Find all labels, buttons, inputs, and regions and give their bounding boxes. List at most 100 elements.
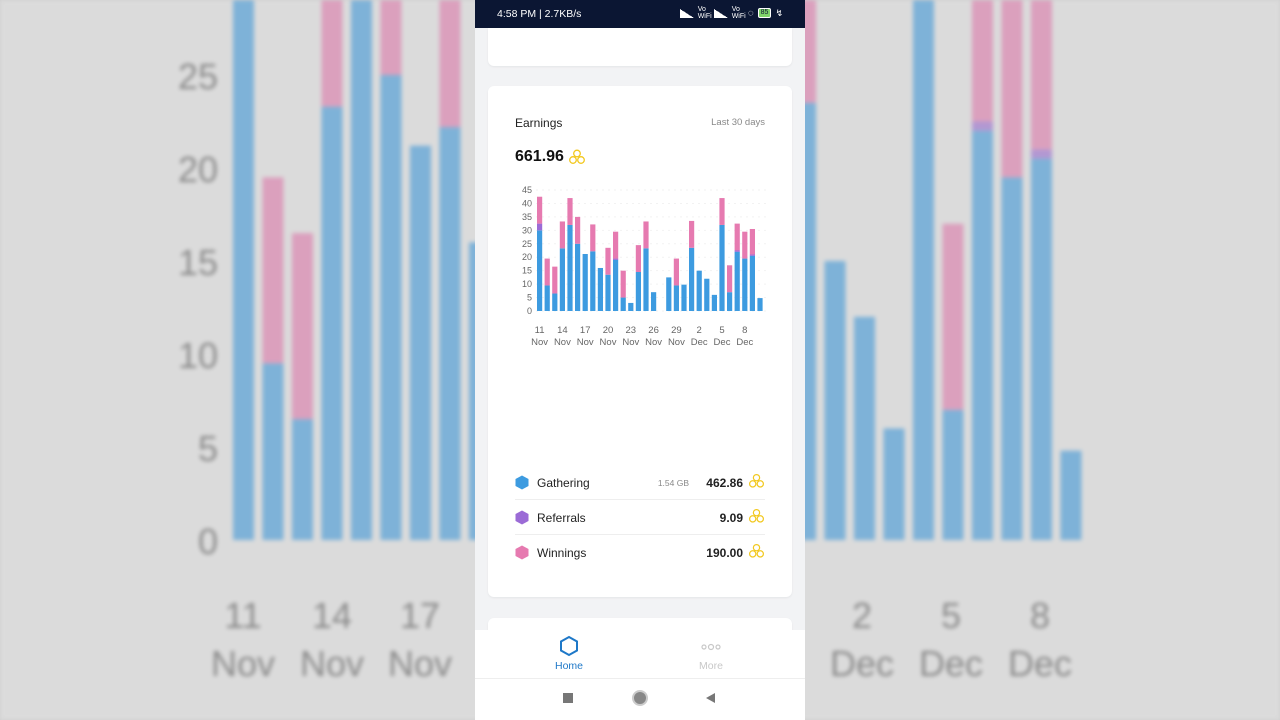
earnings-range[interactable]: Last 30 days — [711, 117, 765, 128]
x-tick-month: Nov — [531, 337, 548, 348]
bar-winnings — [727, 265, 733, 293]
bar-winnings — [613, 231, 619, 259]
status-time: 4:58 PM | 2.7KB/s — [497, 8, 582, 20]
y-tick-label: 15 — [522, 266, 532, 276]
bg-y-tick: 0 — [198, 521, 218, 562]
bar-winnings — [605, 247, 611, 275]
bar-winnings — [552, 266, 558, 294]
x-tick-day: 17 — [580, 325, 591, 336]
status-icons: Vo WiFi Vo WiFi ◌ 85 ↯ — [679, 6, 783, 20]
y-tick-label: 0 — [527, 306, 532, 316]
legend-divider — [515, 499, 765, 500]
legend-divider — [515, 534, 765, 535]
bg-x-tick-month: Dec — [919, 643, 983, 684]
bar-gathering — [651, 292, 657, 311]
earnings-total-value: 661.96 — [515, 148, 564, 165]
bg-bar — [972, 0, 993, 122]
bg-bar — [942, 223, 964, 410]
bg-y-tick: 15 — [178, 242, 218, 283]
bg-x-tick-month: Nov — [300, 643, 364, 684]
bar-gathering — [567, 224, 573, 311]
network-label-1: Vo WiFi — [697, 6, 712, 20]
bar-gathering — [613, 259, 619, 311]
bar-gathering — [605, 274, 611, 311]
bg-x-tick-day: 8 — [1030, 595, 1050, 636]
bar-gathering — [597, 267, 603, 311]
bar-referrals — [537, 223, 543, 231]
honeycomb-coin-icon — [748, 473, 765, 488]
x-tick-day: 29 — [671, 325, 682, 336]
bg-x-tick-day: 11 — [224, 595, 261, 636]
y-tick-label: 40 — [522, 198, 532, 208]
bg-bar — [1001, 0, 1023, 178]
bg-x-tick-month: Dec — [830, 643, 894, 684]
x-tick-day: 26 — [648, 325, 659, 336]
hexagon-icon — [515, 475, 529, 490]
bar-gathering — [673, 285, 679, 311]
previous-card — [488, 28, 792, 66]
bg-bar — [380, 75, 402, 540]
signal-icon — [679, 8, 694, 18]
nav-more[interactable]: More — [661, 635, 761, 672]
bg-bar — [380, 0, 402, 75]
status-bar: 4:58 PM | 2.7KB/s Vo WiFi Vo WiFi ◌ 85 ↯ — [475, 0, 805, 28]
triangle-back-icon[interactable] — [706, 693, 715, 703]
bar-winnings — [537, 196, 543, 224]
y-tick-label: 25 — [522, 239, 532, 249]
bg-bar — [1031, 0, 1052, 150]
bar-winnings — [689, 220, 695, 248]
legend-value: 190.00 — [706, 546, 743, 560]
bar-referrals — [749, 254, 755, 256]
bar-gathering — [734, 251, 740, 311]
bar-winnings — [643, 221, 649, 249]
bar-winnings — [742, 231, 748, 259]
legend-row-winnings[interactable]: Winnings 190.00 — [515, 535, 765, 569]
legend-row-gathering[interactable]: Gathering 1.54 GB 462.86 — [515, 465, 765, 499]
x-tick-day: 20 — [603, 325, 614, 336]
earnings-chart: 05101520253035404511Nov14Nov17Nov20Nov23… — [522, 185, 766, 348]
bar-winnings — [719, 198, 725, 225]
circle-home-icon[interactable] — [632, 690, 648, 706]
bar-winnings — [544, 258, 550, 286]
network-label-2: Vo WiFi — [731, 6, 746, 20]
bg-bar — [942, 409, 964, 540]
legend-row-referrals[interactable]: Referrals 9.09 — [515, 500, 765, 534]
bg-x-tick-month: Dec — [1008, 643, 1072, 684]
honeycomb-coin-icon — [748, 508, 765, 523]
bg-y-tick: 5 — [198, 428, 218, 469]
x-tick-month: Nov — [645, 337, 662, 348]
x-tick-month: Dec — [691, 337, 708, 348]
legend-name: Gathering — [537, 476, 590, 490]
bg-bar — [410, 145, 431, 540]
earnings-card: Earnings Last 30 days 661.96 0 5 10 15 20 25 3… — [488, 86, 792, 597]
bar-gathering — [582, 253, 588, 311]
bar-gathering — [757, 298, 763, 311]
bg-bar — [883, 428, 905, 540]
bg-bar — [262, 363, 284, 540]
bar-gathering — [696, 270, 702, 311]
bg-bar — [233, 0, 254, 540]
bar-winnings — [575, 216, 581, 244]
bar-gathering — [635, 272, 641, 311]
bar-gathering — [544, 285, 550, 311]
bottom-nav: Home More — [475, 630, 805, 678]
x-tick-month: Dec — [736, 337, 753, 348]
y-tick-label: 5 — [527, 293, 532, 303]
bg-bar — [351, 0, 372, 540]
square-recents-icon[interactable] — [563, 693, 573, 703]
bg-bar — [824, 261, 846, 540]
bar-gathering — [689, 247, 695, 311]
wifi-icon: ◌ — [747, 7, 754, 19]
legend-value: 9.09 — [719, 511, 743, 525]
legend-name: Referrals — [537, 511, 586, 525]
bg-bar — [292, 419, 313, 540]
signal-icon-2 — [713, 8, 728, 18]
bg-bar — [321, 0, 343, 107]
bar-gathering — [711, 294, 717, 311]
bg-bar — [1031, 158, 1052, 540]
nav-home[interactable]: Home — [519, 635, 619, 672]
system-nav-bar — [475, 678, 805, 720]
legend-sub: 1.54 GB — [657, 478, 689, 488]
x-tick-day: 8 — [742, 325, 747, 336]
